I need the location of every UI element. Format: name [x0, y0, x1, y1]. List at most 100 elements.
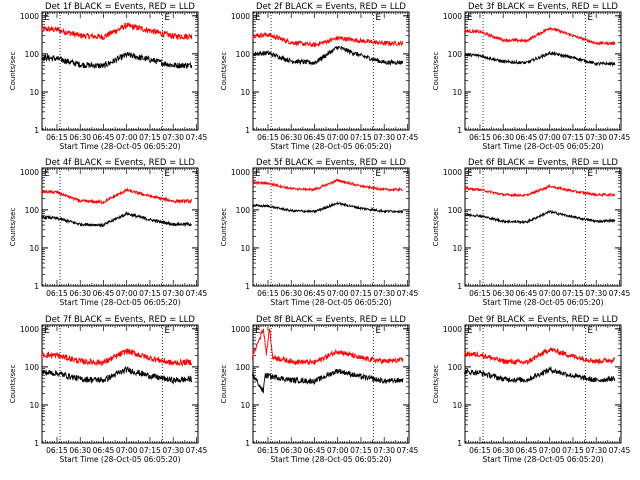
y-tick-label: 1000 — [20, 325, 39, 334]
x-tick-label: 06:45 — [93, 289, 115, 298]
lld-series-line — [41, 348, 193, 367]
y-axis-label: Counts/sec — [220, 365, 228, 404]
x-tick-label: 07:45 — [397, 446, 419, 455]
x-tick-label: 07:30 — [585, 133, 607, 142]
x-tick-label: 07:00 — [539, 289, 561, 298]
y-tick-label: 1 — [245, 439, 250, 448]
events-series-line — [41, 365, 193, 385]
lld-series-line — [41, 187, 193, 205]
x-tick-label: 07:45 — [609, 289, 631, 298]
y-tick-label: 10 — [29, 244, 39, 253]
panel-det-5: Det 5f BLACK = Events, RED = LLD 1 10 100 10… — [220, 158, 418, 307]
event-marker-label: E — [164, 13, 170, 23]
x-tick-label: 07:00 — [327, 446, 349, 455]
panel-det-1: Det 1f BLACK = Events, RED = LLD 1 10 100 10… — [9, 2, 207, 151]
y-axis-label: Counts/sec — [220, 52, 228, 91]
panel-det-9: Det 9f BLACK = Events, RED = LLD 1 10 100 10… — [432, 315, 630, 464]
y-tick-label: 100 — [448, 363, 463, 372]
lld-series-line — [252, 31, 404, 48]
y-tick-label: 1000 — [231, 168, 250, 177]
y-tick-label: 1 — [34, 126, 39, 135]
x-tick-label: 07:00 — [539, 446, 561, 455]
plot-frame — [464, 324, 622, 444]
y-tick-label: 1000 — [231, 325, 250, 334]
x-tick-label: 07:00 — [116, 289, 138, 298]
lld-series-line — [252, 328, 404, 366]
events-series-line — [464, 209, 616, 225]
x-tick-label: 07:45 — [609, 446, 631, 455]
y-tick-label: 1000 — [443, 168, 462, 177]
y-tick-label: 1 — [457, 439, 462, 448]
plot-frame — [41, 324, 199, 444]
y-tick-label: 100 — [25, 363, 40, 372]
x-axis-label: Start Time (28-Oct-05 06:05:20) — [59, 298, 180, 307]
x-tick-label: 06:45 — [516, 133, 538, 142]
x-tick-label: 07:00 — [327, 133, 349, 142]
y-tick-label: 1 — [34, 282, 39, 291]
x-tick-label: 07:30 — [585, 289, 607, 298]
x-tick-label: 06:15 — [46, 133, 68, 142]
x-axis-label: Start Time (28-Oct-05 06:05:20) — [270, 142, 391, 151]
x-tick-label: 06:45 — [304, 446, 326, 455]
events-series-line — [464, 50, 616, 68]
x-tick-label: 07:00 — [116, 133, 138, 142]
plot-frame — [464, 167, 622, 287]
y-tick-label: 1000 — [20, 12, 39, 21]
x-tick-label: 06:45 — [516, 446, 538, 455]
y-tick-label: 100 — [25, 206, 40, 215]
panel-title: Det 6f BLACK = Events, RED = LLD — [468, 158, 618, 168]
panel-det-8: Det 8f BLACK = Events, RED = LLD 1 10 100 10… — [220, 315, 418, 464]
y-tick-label: 1000 — [443, 325, 462, 334]
panel-title: Det 3f BLACK = Events, RED = LLD — [468, 2, 618, 12]
lld-series-line — [252, 177, 404, 193]
x-tick-label: 06:15 — [257, 133, 279, 142]
event-marker-label: E — [467, 326, 473, 336]
event-marker-label: E — [587, 326, 593, 336]
x-tick-label: 07:45 — [186, 133, 208, 142]
event-marker-label: E — [44, 326, 50, 336]
x-tick-label: 06:15 — [257, 446, 279, 455]
y-axis-label: Counts/sec — [220, 208, 228, 247]
lld-series-line — [41, 22, 193, 41]
x-tick-label: 07:30 — [162, 133, 184, 142]
y-tick-label: 100 — [236, 206, 251, 215]
x-tick-label: 07:30 — [373, 289, 395, 298]
y-tick-label: 1 — [34, 439, 39, 448]
x-tick-label: 06:15 — [46, 289, 68, 298]
y-tick-label: 10 — [452, 88, 462, 97]
y-tick-label: 100 — [236, 50, 251, 59]
y-tick-label: 1 — [457, 282, 462, 291]
y-tick-label: 1000 — [231, 12, 250, 21]
x-axis-label: Start Time (28-Oct-05 06:05:20) — [59, 455, 180, 464]
y-tick-label: 1 — [245, 126, 250, 135]
event-marker-label: E — [467, 13, 473, 23]
y-tick-label: 10 — [452, 401, 462, 410]
x-tick-label: 07:45 — [397, 289, 419, 298]
x-tick-label: 06:30 — [69, 133, 91, 142]
x-tick-label: 07:15 — [562, 446, 584, 455]
panel-title: Det 4f BLACK = Events, RED = LLD — [45, 158, 195, 168]
x-tick-label: 07:00 — [116, 446, 138, 455]
event-marker-label: E — [467, 169, 473, 179]
x-tick-label: 07:15 — [139, 133, 161, 142]
y-tick-label: 100 — [25, 50, 40, 59]
panel-title: Det 2f BLACK = Events, RED = LLD — [256, 2, 406, 12]
x-tick-label: 07:15 — [139, 289, 161, 298]
x-tick-label: 07:30 — [585, 446, 607, 455]
panel-det-3: Det 3f BLACK = Events, RED = LLD 1 10 100 10… — [432, 2, 630, 151]
x-tick-label: 07:45 — [609, 133, 631, 142]
y-axis-label: Counts/sec — [9, 52, 17, 91]
panel-title: Det 7f BLACK = Events, RED = LLD — [45, 315, 195, 325]
x-tick-label: 07:00 — [539, 133, 561, 142]
panel-det-7: Det 7f BLACK = Events, RED = LLD 1 10 100 10… — [9, 315, 207, 464]
x-tick-label: 07:15 — [350, 133, 372, 142]
y-axis-label: Counts/sec — [9, 208, 17, 247]
x-tick-label: 07:15 — [350, 446, 372, 455]
panel-title: Det 9f BLACK = Events, RED = LLD — [468, 315, 618, 325]
y-tick-label: 10 — [29, 88, 39, 97]
x-tick-label: 06:15 — [257, 289, 279, 298]
y-tick-label: 10 — [240, 88, 250, 97]
x-tick-label: 06:45 — [93, 446, 115, 455]
plot-frame — [252, 11, 410, 131]
